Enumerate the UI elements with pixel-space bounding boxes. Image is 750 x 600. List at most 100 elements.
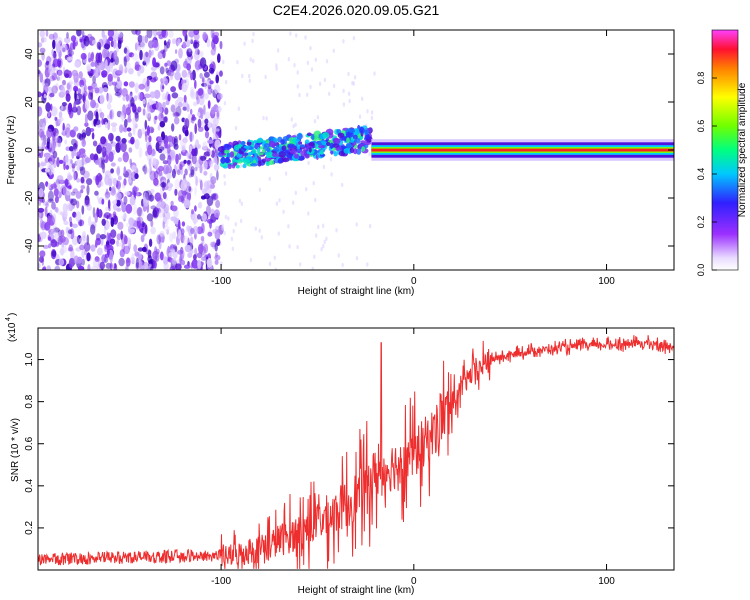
noise-blob <box>181 228 185 235</box>
noise-blob <box>153 76 159 82</box>
noise-blob <box>199 57 207 69</box>
noise-blob <box>123 166 127 174</box>
noise-blob <box>118 257 125 267</box>
noise-blob <box>203 93 209 100</box>
noise-blob <box>40 231 47 240</box>
noise-blob <box>234 222 237 227</box>
noise-blob <box>47 236 52 241</box>
noise-blob <box>209 80 214 85</box>
noise-blob <box>116 207 122 212</box>
noise-blob <box>211 39 216 50</box>
noise-blob <box>138 147 143 159</box>
noise-blob <box>292 200 295 205</box>
noise-blob <box>142 60 147 66</box>
noise-blob <box>96 65 101 73</box>
noise-blob <box>347 71 350 77</box>
noise-blob <box>105 142 112 153</box>
noise-blob <box>83 152 86 159</box>
noise-blob <box>51 250 57 257</box>
noise-blob <box>132 186 139 192</box>
noise-blob <box>54 196 59 204</box>
acquisition-blob <box>265 139 270 144</box>
noise-blob <box>309 84 312 90</box>
noise-blob <box>173 138 178 144</box>
noise-blob <box>159 66 165 75</box>
noise-blob <box>102 48 107 59</box>
noise-blob <box>210 30 215 39</box>
acquisition-blob <box>361 146 366 152</box>
noise-blob <box>144 131 148 143</box>
noise-blob <box>162 160 169 165</box>
noise-blob <box>53 150 58 159</box>
noise-blob <box>197 118 202 129</box>
noise-blob <box>88 72 93 78</box>
noise-blob <box>186 39 191 48</box>
acquisition-blob <box>275 145 280 152</box>
noise-blob <box>109 255 113 263</box>
noise-blob <box>78 153 84 158</box>
noise-blob <box>314 57 317 62</box>
acquisition-blob <box>318 145 325 149</box>
noise-blob <box>87 85 93 91</box>
noise-blob <box>111 81 118 86</box>
noise-blob <box>329 157 333 162</box>
noise-blob <box>103 212 111 219</box>
noise-blob <box>192 225 199 235</box>
noise-blob <box>197 126 204 132</box>
noise-blob <box>92 259 99 268</box>
noise-blob <box>86 65 92 72</box>
noise-blob <box>120 110 125 116</box>
noise-blob <box>59 159 64 164</box>
noise-blob <box>143 167 149 174</box>
noise-blob <box>194 79 197 89</box>
noise-blob <box>152 250 158 260</box>
noise-blob <box>173 112 180 117</box>
noise-blob <box>212 123 216 128</box>
noise-blob <box>134 173 139 180</box>
noise-blob <box>190 35 193 44</box>
noise-blob <box>161 30 166 38</box>
noise-blob <box>77 265 85 270</box>
noise-blob <box>67 204 74 210</box>
noise-blob <box>209 161 214 168</box>
noise-blob <box>73 171 76 181</box>
noise-blob <box>122 95 126 102</box>
noise-blob <box>152 39 159 49</box>
noise-blob <box>190 227 195 235</box>
noise-blob <box>166 60 172 66</box>
noise-blob <box>214 84 221 95</box>
acquisition-blob <box>345 142 352 148</box>
noise-blob <box>190 169 195 178</box>
noise-blob <box>160 182 167 188</box>
noise-blob <box>215 252 218 258</box>
noise-blob <box>134 251 140 257</box>
noise-blob <box>214 128 220 133</box>
noise-blob <box>142 98 146 105</box>
noise-blob <box>306 60 310 66</box>
noise-blob <box>49 229 57 239</box>
noise-blob <box>249 257 253 263</box>
noise-blob <box>80 52 87 60</box>
acquisition-blob <box>225 156 230 163</box>
noise-blob <box>61 102 67 107</box>
noise-blob <box>97 209 103 218</box>
noise-blob <box>117 175 122 181</box>
noise-blob <box>73 79 80 87</box>
acquisition-blob <box>297 156 305 161</box>
noise-blob <box>181 145 186 153</box>
noise-blob <box>248 73 251 79</box>
y-tick-label: 40 <box>24 48 35 60</box>
noise-blob <box>184 129 189 137</box>
noise-blob <box>40 37 45 43</box>
noise-blob <box>98 209 101 216</box>
noise-blob <box>104 121 108 129</box>
noise-blob <box>197 144 201 149</box>
noise-blob <box>200 155 207 161</box>
noise-blob <box>40 162 47 167</box>
snr-ylabel: SNR (10 * v/v) <box>10 418 21 482</box>
noise-blob <box>88 215 92 227</box>
noise-blob <box>126 222 130 228</box>
noise-blob <box>70 198 77 206</box>
noise-blob <box>162 93 166 101</box>
noise-blob <box>209 150 213 156</box>
